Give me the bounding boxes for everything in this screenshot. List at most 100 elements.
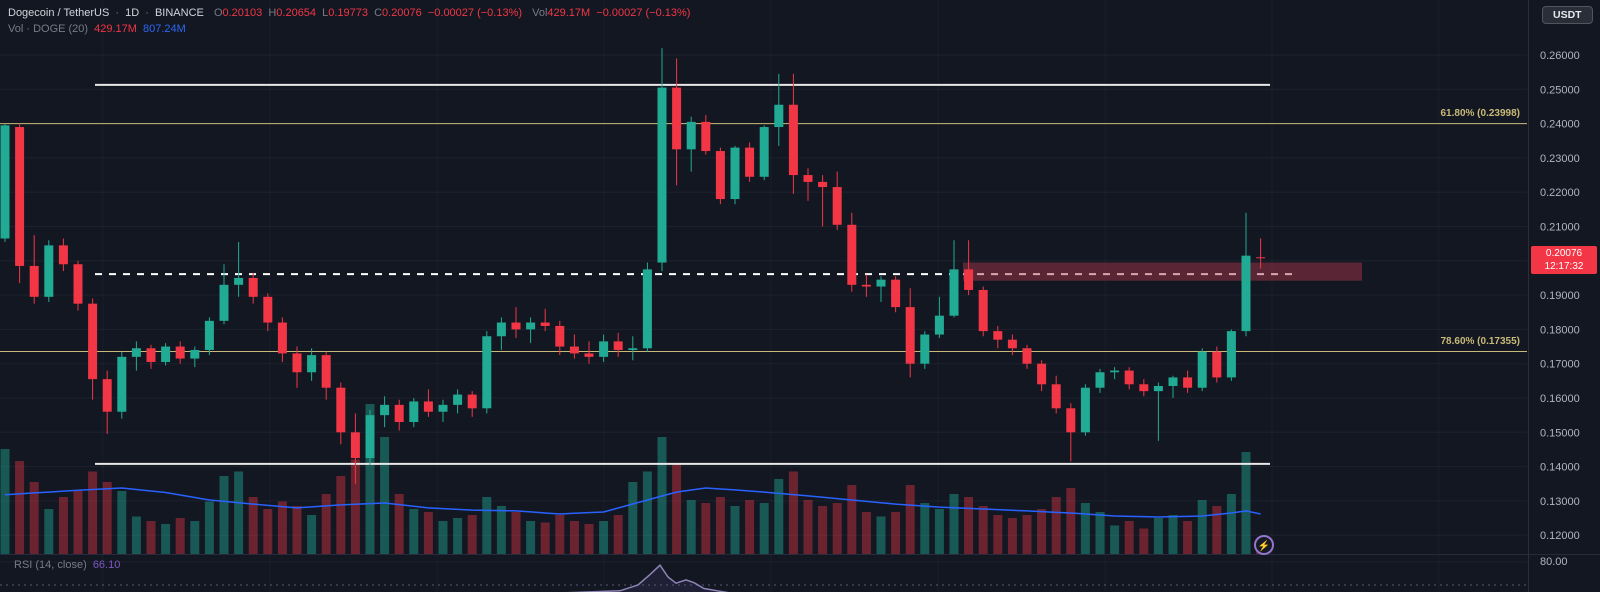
price-axis-tick: 0.26000 (1540, 50, 1580, 62)
candle (336, 387, 346, 433)
volume-indicator-label: Vol · DOGE (20) (8, 23, 89, 35)
candle (642, 269, 652, 349)
candle (453, 394, 463, 405)
candle (1080, 387, 1090, 433)
volume-indicator-row[interactable]: Vol · DOGE (20) 429.17M 807.24M (8, 21, 690, 37)
quick-trade-button[interactable]: ⚡ (1254, 535, 1274, 555)
volume-current-value: 429.17M (94, 23, 137, 35)
price-axis-tick: 0.14000 (1540, 462, 1580, 474)
candle (818, 181, 828, 188)
candle (15, 127, 25, 266)
candle (876, 279, 886, 287)
candle (1226, 331, 1236, 378)
separator: · (145, 7, 149, 19)
candle (540, 322, 550, 326)
exchange-name: BINANCE (154, 7, 204, 19)
candle (1110, 370, 1120, 373)
symbol-title[interactable]: Dogecoin / TetherUS (8, 7, 110, 19)
candle (832, 187, 842, 225)
change-value: −0.00027 (−0.13%) (427, 7, 523, 19)
fib-level-label-786: 78.60% (0.17355) (1440, 336, 1520, 347)
price-axis-tick: 0.19000 (1540, 290, 1580, 302)
low-label: L (322, 7, 329, 19)
bar-countdown: 12:17:32 (1544, 261, 1584, 272)
price-axis-tick: 0.16000 (1540, 393, 1580, 405)
candle (58, 245, 68, 265)
candle (1168, 377, 1178, 386)
candle (701, 121, 711, 152)
symbol-info-row[interactable]: Dogecoin / TetherUS · 1D · BINANCE O0.20… (8, 5, 690, 21)
candle (555, 325, 565, 347)
candle (423, 401, 433, 412)
candle (993, 331, 1003, 340)
price-axis-tick: 0.17000 (1540, 359, 1580, 371)
candlestick-series (0, 48, 1266, 484)
candle (978, 289, 988, 332)
candle (44, 245, 54, 297)
candle (380, 404, 390, 416)
price-axis-tick: 0.23000 (1540, 153, 1580, 165)
candle (964, 269, 974, 290)
candle (1212, 351, 1222, 378)
change-value-2: −0.00027 (−0.13%) (596, 7, 691, 19)
horizontal-ray-lines[interactable] (95, 83, 1270, 465)
rsi-axis-tick: 80.00 (1540, 556, 1568, 568)
candle (234, 277, 244, 285)
low-value: 0.19773 (328, 7, 368, 19)
candle (1066, 408, 1076, 433)
candle (190, 349, 200, 359)
candle (584, 353, 594, 357)
candle (365, 415, 375, 459)
candle (891, 279, 901, 308)
candle (307, 355, 317, 373)
price-axis-tick: 0.15000 (1540, 427, 1580, 439)
symbol-header: Dogecoin / TetherUS · 1D · BINANCE O0.20… (8, 5, 690, 37)
candle (511, 322, 521, 330)
vol-label: Vol (532, 7, 548, 19)
candle (1139, 384, 1149, 392)
candle (1241, 255, 1251, 332)
separator: · (115, 7, 120, 19)
currency-toggle-button[interactable]: USDT (1542, 6, 1593, 24)
close-value: 0.20076 (382, 7, 422, 19)
timeframe[interactable]: 1D (125, 7, 140, 19)
rsi-indicator-legend[interactable]: RSI (14, close) 66.10 (14, 559, 120, 571)
candle (29, 265, 39, 297)
price-axis-tick: 0.21000 (1540, 222, 1580, 234)
candle (1007, 339, 1017, 349)
last-price-value: 0.20076 (1545, 248, 1583, 259)
candle (248, 277, 258, 297)
candle (394, 404, 404, 423)
candle (175, 346, 185, 359)
lightning-icon: ⚡ (1257, 541, 1271, 552)
candle (1183, 377, 1193, 388)
candle (934, 315, 944, 335)
open-value: 0.20103 (222, 7, 263, 19)
candle (715, 151, 725, 200)
candle (847, 224, 857, 285)
candle (672, 87, 682, 150)
candle (1037, 363, 1047, 385)
volume-ma-value: 807.24M (143, 23, 186, 35)
supply-zone-rectangle[interactable] (963, 262, 1362, 281)
candle (219, 284, 229, 321)
candle (292, 353, 302, 373)
candle (467, 394, 477, 409)
candle (73, 264, 83, 304)
rsi-value: 66.10 (92, 559, 121, 571)
candle (438, 404, 448, 412)
fib-retracement-lines[interactable] (0, 123, 1527, 353)
candle (204, 320, 214, 350)
candle (0, 125, 10, 239)
candle (949, 269, 959, 316)
candle (861, 284, 871, 287)
candle (146, 348, 156, 362)
candle (628, 348, 638, 350)
candle (277, 322, 287, 354)
candle (774, 104, 784, 128)
last-price-label: 0.20076 12:17:32 (1531, 246, 1597, 274)
candle (613, 341, 623, 350)
price-axis[interactable]: 0.26000 0.25000 0.24000 0.23000 0.22000 0.210… (1528, 0, 1580, 592)
